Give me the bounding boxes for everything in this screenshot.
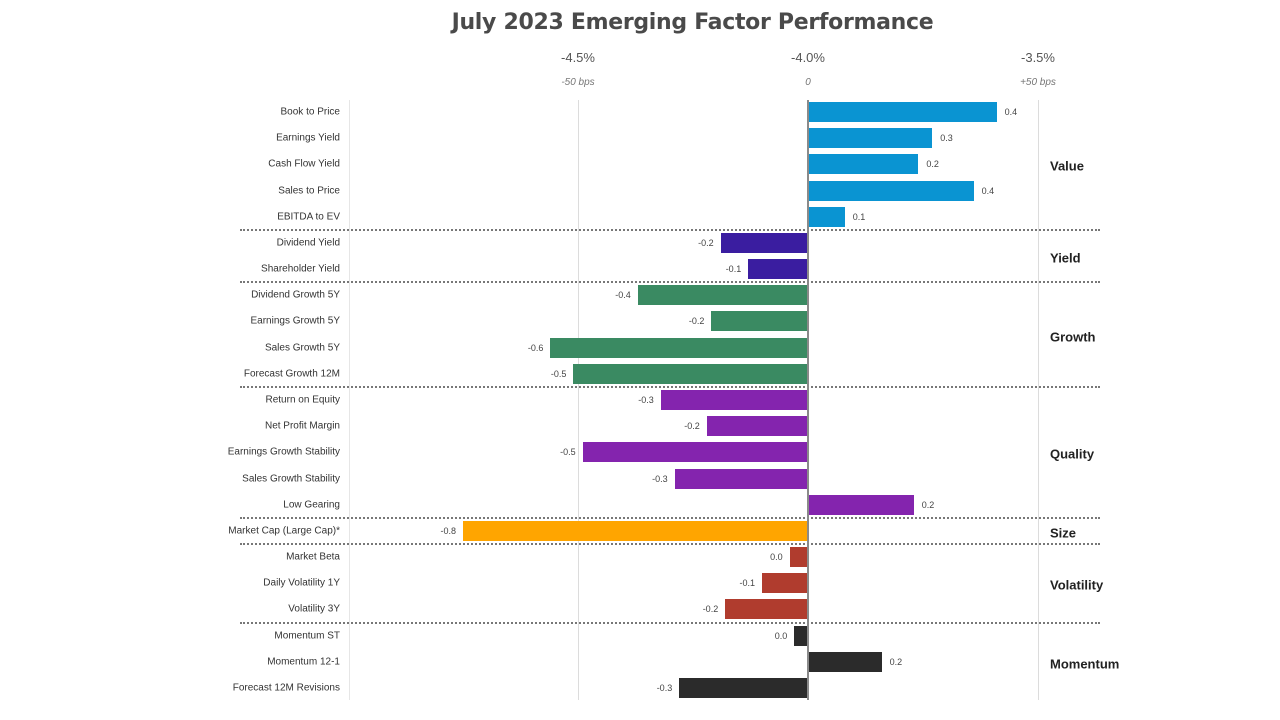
factor-label: Dividend Yield xyxy=(276,237,340,249)
factor-bar xyxy=(637,285,808,306)
axis-tick-label: -3.5% xyxy=(1021,50,1055,65)
factor-bar xyxy=(808,154,919,175)
value-label: 0.2 xyxy=(889,656,903,667)
value-label: -0.3 xyxy=(638,394,654,405)
axis-subtick-label: +50 bps xyxy=(1020,77,1056,88)
factor-label: Earnings Yield xyxy=(276,132,340,144)
factor-bar xyxy=(550,337,808,358)
group-separator xyxy=(240,281,1100,284)
group-separator xyxy=(240,228,1100,231)
factor-label: Low Gearing xyxy=(283,499,340,511)
factor-label: Sales to Price xyxy=(278,185,340,197)
group-label-yield: Yield xyxy=(1050,250,1081,266)
factor-label: Market Beta xyxy=(286,551,340,563)
factor-bar xyxy=(808,206,845,227)
value-label: -0.8 xyxy=(440,525,456,536)
factor-label: Earnings Growth 5Y xyxy=(250,315,341,327)
plot-left-border xyxy=(349,100,350,700)
group-label-size: Size xyxy=(1050,525,1077,541)
factor-bar xyxy=(706,416,808,437)
factor-label: Earnings Growth Stability xyxy=(227,446,340,458)
gridline xyxy=(578,100,579,700)
value-label: 0.0 xyxy=(774,630,788,641)
zero-axis-line xyxy=(807,100,809,700)
factor-bar xyxy=(808,651,882,672)
group-label-quality: Quality xyxy=(1050,446,1095,462)
factor-bar xyxy=(762,573,808,594)
factor-bar xyxy=(808,494,914,515)
value-label: -0.2 xyxy=(698,237,714,248)
factor-label: Momentum ST xyxy=(274,630,340,642)
axis-tick-label: -4.0% xyxy=(791,50,825,65)
factor-label: Market Cap (Large Cap)* xyxy=(228,525,340,537)
value-label: 0.1 xyxy=(852,211,866,222)
factor-bar xyxy=(720,232,808,253)
factor-label: Net Profit Margin xyxy=(264,420,340,432)
value-label: 0.0 xyxy=(770,552,783,563)
factor-bar xyxy=(725,599,808,620)
factor-bar xyxy=(711,311,808,332)
value-label: -0.2 xyxy=(688,316,705,327)
factor-label: Volatility 3Y xyxy=(288,603,340,615)
factor-bar xyxy=(660,389,808,410)
factor-label: Dividend Growth 5Y xyxy=(251,289,340,301)
factor-bar xyxy=(573,363,808,384)
factor-bar xyxy=(463,520,808,541)
factor-label: Forecast Growth 12M xyxy=(243,368,340,380)
factor-label: Book to Price xyxy=(280,106,340,118)
factor-label: Return on Equity xyxy=(265,394,341,406)
chart-title: July 2023 Emerging Factor Performance xyxy=(451,10,934,35)
value-label: -0.5 xyxy=(560,447,576,458)
factor-bar xyxy=(679,677,808,698)
axis-tick-label: -4.5% xyxy=(561,50,595,65)
factor-bar xyxy=(748,259,808,280)
value-label: -0.4 xyxy=(615,290,631,301)
value-label: 0.4 xyxy=(981,185,995,196)
value-label: -0.1 xyxy=(739,578,755,589)
factor-label: Daily Volatility 1Y xyxy=(263,577,340,589)
factor-bar xyxy=(808,128,933,149)
axis-subtick-label: 0 xyxy=(805,77,811,88)
value-label: 0.3 xyxy=(940,133,953,144)
factor-label: Cash Flow Yield xyxy=(268,158,340,170)
factor-bar xyxy=(808,180,974,201)
value-label: -0.3 xyxy=(656,682,673,693)
gridline xyxy=(1038,100,1039,700)
factor-bar xyxy=(674,468,808,489)
factor-label: Forecast 12M Revisions xyxy=(232,682,340,694)
factor-label: EBITDA to EV xyxy=(277,211,340,223)
factor-label: Momentum 12-1 xyxy=(267,656,340,668)
group-label-value: Value xyxy=(1050,158,1084,174)
axis-subtick-label: -50 bps xyxy=(561,77,595,88)
group-separator xyxy=(240,542,1100,545)
value-label: -0.2 xyxy=(684,421,700,432)
value-label: -0.3 xyxy=(652,473,668,484)
value-label: -0.1 xyxy=(725,264,742,275)
factor-bar xyxy=(808,102,997,122)
value-label: 0.4 xyxy=(1004,107,1018,117)
factor-bar xyxy=(582,442,808,463)
value-label: 0.2 xyxy=(926,159,939,170)
group-label-momentum: Momentum xyxy=(1050,656,1120,672)
group-label-volatility: Volatility xyxy=(1050,577,1104,593)
factor-bar xyxy=(794,625,808,646)
group-separator xyxy=(240,621,1100,624)
factor-label: Shareholder Yield xyxy=(261,263,340,275)
value-label: -0.2 xyxy=(702,604,719,615)
group-separator xyxy=(240,385,1100,388)
group-label-growth: Growth xyxy=(1050,329,1096,345)
group-separator xyxy=(240,516,1100,519)
value-label: 0.2 xyxy=(921,499,935,510)
factor-label: Sales Growth Stability xyxy=(242,473,340,485)
factor-label: Sales Growth 5Y xyxy=(264,342,340,354)
value-label: -0.5 xyxy=(550,368,567,379)
value-label: -0.6 xyxy=(527,342,544,353)
factor-bar xyxy=(789,547,808,568)
